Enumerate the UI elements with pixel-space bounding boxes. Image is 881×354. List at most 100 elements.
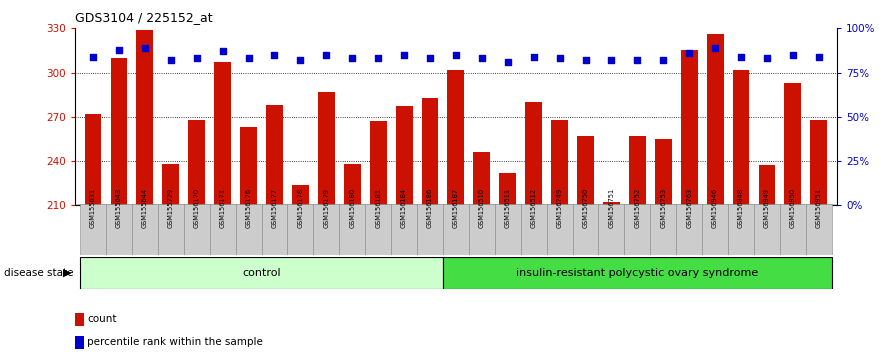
Bar — [784, 83, 802, 205]
Bar — [521, 204, 546, 255]
Bar — [366, 204, 391, 255]
Point — [189, 56, 204, 61]
Bar — [655, 139, 671, 205]
Bar — [417, 204, 443, 255]
Bar — [339, 204, 366, 255]
Bar — [214, 62, 231, 205]
Point — [216, 48, 230, 54]
Text: GSM156176: GSM156176 — [246, 188, 252, 228]
Bar — [314, 204, 339, 255]
Text: GSM156946: GSM156946 — [712, 188, 718, 228]
Bar — [577, 136, 594, 205]
Bar — [546, 204, 573, 255]
Bar — [759, 166, 775, 205]
Bar — [85, 114, 101, 205]
Text: GSM156763: GSM156763 — [686, 188, 692, 228]
Text: GDS3104 / 225152_at: GDS3104 / 225152_at — [75, 11, 212, 24]
Point — [345, 56, 359, 61]
Point — [293, 57, 307, 63]
Text: GSM156752: GSM156752 — [634, 188, 640, 228]
Text: percentile rank within the sample: percentile rank within the sample — [87, 337, 263, 348]
Bar — [702, 204, 728, 255]
Point — [137, 45, 152, 51]
Bar — [210, 204, 235, 255]
Bar — [707, 34, 723, 205]
Bar — [344, 164, 360, 205]
Bar — [132, 204, 158, 255]
Point — [708, 45, 722, 51]
Point — [734, 54, 748, 59]
Bar — [262, 204, 287, 255]
Bar — [629, 136, 646, 205]
Text: GSM155644: GSM155644 — [142, 188, 148, 228]
Bar — [469, 204, 495, 255]
Text: GSM156751: GSM156751 — [609, 188, 614, 228]
Text: GSM156177: GSM156177 — [271, 188, 278, 228]
Text: GSM156949: GSM156949 — [764, 188, 770, 228]
Point — [319, 52, 333, 58]
Text: GSM156511: GSM156511 — [505, 188, 511, 228]
Point — [371, 56, 385, 61]
Bar — [603, 202, 620, 205]
Bar — [396, 107, 412, 205]
Point — [112, 47, 126, 52]
Point — [604, 57, 618, 63]
Bar — [422, 98, 439, 205]
Bar — [650, 204, 677, 255]
Text: GSM156753: GSM156753 — [660, 188, 666, 228]
Bar — [754, 204, 780, 255]
Text: GSM156186: GSM156186 — [427, 188, 433, 228]
Point — [164, 57, 178, 63]
Bar — [625, 204, 650, 255]
Bar — [443, 204, 469, 255]
Text: insulin-resistant polycystic ovary syndrome: insulin-resistant polycystic ovary syndr… — [516, 268, 759, 278]
Point — [500, 59, 515, 65]
Bar — [811, 120, 827, 205]
Text: GSM155729: GSM155729 — [167, 188, 174, 228]
Bar — [189, 120, 205, 205]
Text: GSM156181: GSM156181 — [375, 188, 381, 228]
Bar — [473, 152, 490, 205]
Text: GSM156171: GSM156171 — [219, 188, 226, 228]
Text: GSM156184: GSM156184 — [401, 188, 407, 228]
Bar — [448, 70, 464, 205]
Bar — [443, 257, 832, 289]
Point — [241, 56, 255, 61]
Point — [423, 56, 437, 61]
Point — [527, 54, 541, 59]
Text: ▶: ▶ — [63, 268, 72, 278]
Text: control: control — [242, 268, 281, 278]
Point — [630, 57, 644, 63]
Bar — [241, 127, 257, 205]
Bar — [106, 204, 132, 255]
Bar — [780, 204, 806, 255]
Bar — [598, 204, 625, 255]
Text: GSM155631: GSM155631 — [90, 188, 96, 228]
Bar — [235, 204, 262, 255]
Bar — [80, 204, 106, 255]
Point — [552, 56, 566, 61]
Text: GSM156178: GSM156178 — [298, 188, 303, 228]
Text: GSM156948: GSM156948 — [738, 188, 744, 228]
Bar — [495, 204, 521, 255]
Bar — [80, 257, 443, 289]
Point — [448, 52, 463, 58]
Text: GSM156180: GSM156180 — [349, 188, 355, 228]
Point — [811, 54, 825, 59]
Point — [656, 57, 670, 63]
Point — [760, 56, 774, 61]
Bar — [370, 121, 387, 205]
Bar — [806, 204, 832, 255]
Text: GSM156187: GSM156187 — [453, 188, 459, 228]
Bar — [162, 164, 179, 205]
Bar — [552, 120, 568, 205]
Bar — [137, 30, 153, 205]
Bar — [728, 204, 754, 255]
Point — [86, 54, 100, 59]
Text: GSM156512: GSM156512 — [530, 188, 537, 228]
Text: GSM156950: GSM156950 — [790, 188, 796, 228]
Point — [397, 52, 411, 58]
Bar — [266, 105, 283, 205]
Bar — [733, 70, 750, 205]
Text: GSM156179: GSM156179 — [323, 188, 329, 228]
